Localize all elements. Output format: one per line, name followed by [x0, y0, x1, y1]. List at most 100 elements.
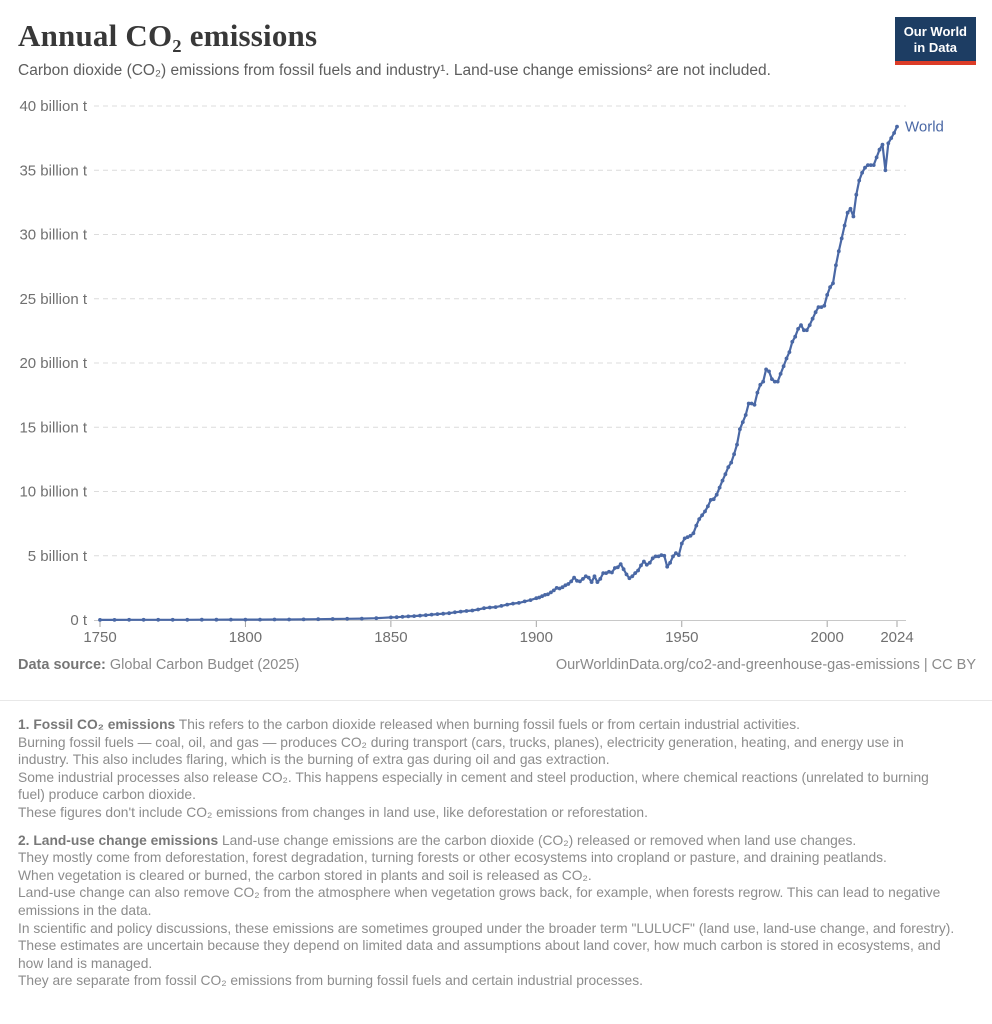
data-point-marker: [618, 562, 623, 566]
data-point-marker: [537, 595, 542, 600]
y-tick-label: 35 billion t: [19, 162, 87, 179]
data-source-value: Global Carbon Budget (2025): [109, 657, 300, 673]
data-point-marker: [578, 579, 582, 584]
data-point-marker: [895, 124, 899, 129]
data-point-marker: [807, 323, 812, 327]
data-point-marker: [787, 350, 792, 354]
data-point-marker: [394, 615, 399, 620]
footnote-1: 1. Fossil CO₂ emissions This refers to t…: [18, 716, 956, 822]
data-point-marker: [316, 617, 321, 622]
data-point-marker: [572, 575, 576, 580]
data-point-marker: [726, 465, 731, 469]
data-point-marker: [406, 614, 411, 619]
data-point-marker: [889, 136, 894, 140]
data-point-marker: [854, 192, 859, 197]
data-point-marker: [650, 556, 655, 561]
data-point-marker: [708, 498, 713, 502]
data-point-marker: [778, 372, 783, 376]
data-point-marker: [682, 536, 687, 541]
footnote-line: They mostly come from deforestation, for…: [18, 850, 887, 866]
data-point-marker: [464, 609, 469, 613]
x-tick-label: 1950: [665, 629, 698, 646]
data-point-marker: [740, 420, 745, 424]
data-point-marker: [374, 616, 379, 621]
data-point-marker: [845, 210, 850, 215]
data-point-marker: [676, 553, 681, 557]
data-point-marker: [557, 586, 562, 591]
data-point-marker: [662, 553, 667, 558]
x-tick-label: 2024: [880, 629, 913, 646]
data-point-marker: [668, 560, 672, 565]
series-end-label[interactable]: World: [905, 119, 944, 136]
data-point-marker: [831, 281, 835, 286]
data-point-marker: [723, 472, 728, 477]
data-point-marker: [400, 614, 405, 619]
data-point-marker: [738, 427, 742, 432]
data-point-marker: [770, 377, 774, 381]
data-point-marker: [435, 612, 440, 616]
data-point-marker: [476, 607, 480, 612]
data-point-marker: [685, 535, 690, 539]
data-point-marker: [586, 575, 591, 580]
data-point-marker: [170, 617, 175, 622]
canonical-link[interactable]: OurWorldinData.org/co2-and-greenhouse-ga…: [555, 657, 976, 673]
data-point-marker: [287, 617, 291, 622]
data-point-marker: [601, 571, 606, 575]
data-point-marker: [534, 596, 539, 601]
data-point-marker: [359, 616, 364, 621]
data-point-marker: [636, 568, 640, 573]
data-point-marker: [613, 566, 617, 570]
data-point-marker: [423, 613, 428, 618]
emissions-chart[interactable]: 0 t 5 billion t 10 billion t 15 billion t 20…: [0, 88, 992, 654]
data-point-marker: [784, 356, 789, 361]
owid-logo-line1: Our World: [903, 24, 967, 39]
chart-footer: Data source: Global Carbon Budget (2025)…: [18, 657, 976, 673]
owid-logo[interactable]: Our World in Data: [894, 17, 976, 65]
data-point-marker: [781, 364, 786, 369]
data-point-marker: [746, 401, 751, 406]
data-point-marker: [735, 442, 739, 447]
x-tick-label: 1850: [374, 629, 407, 646]
y-tick-label: 15 billion t: [19, 419, 87, 436]
data-point-marker: [892, 131, 896, 135]
data-point-marker: [615, 565, 620, 570]
data-point-marker: [243, 617, 248, 622]
data-point-marker: [98, 618, 102, 622]
data-point-marker: [453, 610, 457, 615]
data-point-marker: [834, 263, 838, 268]
data-point-marker: [330, 617, 335, 621]
data-point-marker: [871, 163, 876, 167]
y-tick-label: 40 billion t: [19, 98, 87, 115]
data-point-marker: [706, 504, 710, 509]
data-point-marker: [732, 452, 736, 457]
data-point-marker: [761, 379, 766, 384]
world-emissions-line[interactable]: [98, 125, 899, 622]
data-point-marker: [851, 214, 856, 219]
data-point-marker: [691, 531, 696, 536]
data-point-marker: [624, 572, 629, 577]
data-point-marker: [825, 293, 830, 297]
data-point-marker: [764, 367, 768, 372]
data-point-marker: [604, 571, 608, 575]
data-point-marker: [703, 509, 707, 514]
data-point-marker: [458, 609, 463, 614]
data-point-marker: [743, 413, 748, 417]
data-point-marker: [857, 178, 862, 183]
data-point-marker: [775, 379, 780, 384]
data-point-marker: [793, 334, 798, 339]
data-point-marker: [482, 606, 486, 611]
data-point-marker: [554, 586, 559, 590]
data-point-marker: [429, 612, 434, 617]
data-point-marker: [633, 571, 638, 575]
data-point-marker: [880, 142, 885, 147]
data-point-marker: [418, 613, 422, 618]
data-point-marker: [671, 554, 675, 559]
data-point-marker: [810, 316, 815, 321]
data-point-marker: [866, 163, 870, 167]
data-point-marker: [607, 569, 611, 574]
data-point-marker: [639, 563, 643, 568]
data-point-marker: [886, 141, 891, 146]
footnote-line: They are separate from fossil CO₂ emissi…: [18, 973, 643, 989]
y-tick-label: 25 billion t: [19, 291, 87, 308]
